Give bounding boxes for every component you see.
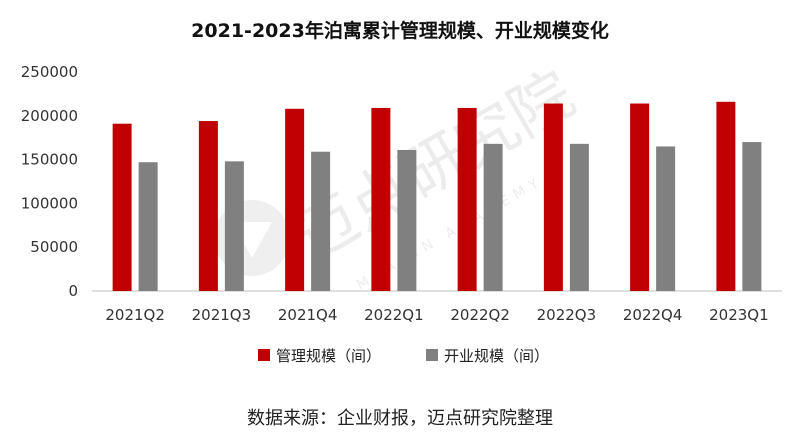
x-tick-label: 2022Q2	[450, 306, 510, 324]
x-tick-label: 2021Q3	[192, 306, 252, 324]
legend-label: 开业规模（间）	[444, 347, 549, 365]
y-tick-label: 0	[68, 282, 78, 300]
bar-opened-2022Q1	[397, 149, 417, 291]
bar-managed-2022Q1	[371, 107, 391, 291]
bar-opened-2022Q2	[483, 143, 503, 291]
bars	[112, 101, 762, 292]
x-tick-label: 2023Q1	[709, 306, 769, 324]
bar-managed-2021Q2	[112, 123, 132, 292]
legend-swatch	[426, 349, 438, 361]
chart-title: 2021-2023年泊寓累计管理规模、开业规模变化	[191, 20, 609, 42]
y-tick-label: 200000	[21, 107, 78, 125]
y-axis: 0 50000 100000 150000 200000 250000	[21, 63, 78, 300]
x-axis: 2021Q2 2021Q3 2021Q4 2022Q1 2022Q2 2022Q3 2022…	[105, 306, 768, 324]
bar-managed-2022Q2	[457, 107, 477, 291]
bar-managed-2022Q4	[630, 103, 650, 291]
source-note: 数据来源：企业财报，迈点研究院整理	[247, 408, 553, 429]
legend-label: 管理规模（间）	[276, 347, 381, 365]
x-tick-label: 2021Q4	[278, 306, 338, 324]
y-tick-label: 100000	[21, 194, 78, 212]
bar-opened-2021Q4	[311, 151, 331, 291]
legend-swatch	[258, 349, 270, 361]
bar-opened-2021Q2	[138, 162, 158, 291]
legend: 管理规模（间） 开业规模（间）	[258, 347, 549, 365]
y-tick-label: 250000	[21, 63, 78, 81]
bar-managed-2022Q3	[543, 103, 563, 291]
bar-opened-2022Q4	[656, 146, 676, 291]
x-tick-label: 2021Q2	[105, 306, 165, 324]
bar-managed-2021Q3	[198, 121, 218, 291]
x-tick-label: 2022Q3	[537, 306, 597, 324]
x-tick-label: 2022Q4	[623, 306, 683, 324]
y-tick-label: 50000	[30, 238, 78, 256]
y-tick-label: 150000	[21, 151, 78, 169]
bar-managed-2023Q1	[716, 101, 736, 291]
bar-managed-2021Q4	[285, 108, 305, 292]
bar-opened-2023Q1	[742, 142, 762, 291]
x-tick-label: 2022Q1	[364, 306, 424, 324]
bar-opened-2022Q3	[569, 143, 589, 291]
bar-opened-2021Q3	[224, 161, 244, 291]
